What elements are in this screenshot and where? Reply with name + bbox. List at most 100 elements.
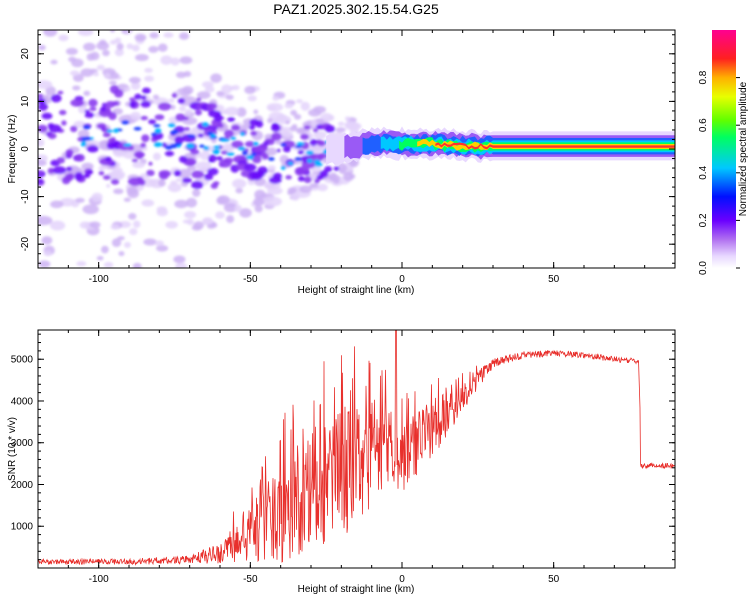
- spectral-blob-faint: [309, 173, 319, 179]
- spectral-blob-strong: [154, 128, 162, 134]
- snr-ylabel: SNR (10 * v/v): [7, 417, 18, 481]
- spectral-blob-mid: [58, 109, 67, 116]
- spectral-blob-strong: [287, 161, 294, 166]
- spectral-blob-faint: [276, 114, 288, 122]
- spectral-blob-faint: [157, 43, 168, 52]
- y-tick-label: 20: [20, 48, 31, 60]
- spectral-blob-faint: [253, 198, 265, 207]
- spectral-blob-faint: [43, 250, 52, 257]
- spectral-blob-strong: [199, 144, 205, 148]
- spectral-blob-faint: [106, 183, 111, 188]
- colorbar-tick-label: 0.6: [698, 118, 709, 132]
- spectral-blob-faint: [38, 138, 45, 147]
- spectral-blob-faint: [135, 54, 149, 62]
- spectral-blob-faint: [116, 42, 124, 50]
- spectral-blob-faint: [101, 245, 109, 254]
- spectral-blob-faint: [254, 189, 266, 200]
- spectral-blob-mid: [177, 98, 186, 104]
- spectral-blob-faint: [152, 94, 160, 100]
- spectral-blob-faint: [152, 152, 161, 161]
- spectral-blob-faint: [102, 49, 110, 57]
- spectral-blob-faint: [86, 53, 95, 61]
- spectral-blob-mid: [38, 179, 43, 184]
- spectral-blob-faint: [165, 220, 178, 229]
- spectral-blob-faint: [167, 182, 182, 193]
- spectral-blob-strong: [185, 143, 195, 149]
- spectral-blob-faint: [110, 30, 115, 33]
- spectral-blob-faint: [38, 160, 47, 167]
- x-tick-label: -50: [243, 274, 258, 285]
- snr-frame: [37, 329, 676, 569]
- spectral-blob-faint: [300, 101, 310, 111]
- spectral-blob-faint: [96, 256, 104, 261]
- spectral-blob-mid: [324, 166, 333, 173]
- spectral-blob-faint: [126, 30, 134, 33]
- spectral-blob-mid: [164, 150, 175, 157]
- spectral-blob-mid: [248, 171, 261, 179]
- spectral-blob-strong: [202, 122, 209, 127]
- spectral-blob-mid: [262, 153, 269, 160]
- spectral-blob-mid: [281, 140, 296, 149]
- spectral-blob-faint: [175, 71, 187, 79]
- spectral-blob-strong: [280, 143, 287, 147]
- spectral-blob-faint: [215, 211, 225, 219]
- spectral-blob-strong: [242, 150, 249, 156]
- spectral-blob-mid: [74, 172, 84, 181]
- spectral-blob-faint: [96, 64, 105, 71]
- spectral-blob-faint: [232, 178, 247, 189]
- spectral-blob-mid: [141, 134, 150, 143]
- spectral-blob-mid: [253, 147, 262, 153]
- spectral-blob-strong: [121, 120, 130, 125]
- spectral-blob-mid: [231, 124, 241, 131]
- spectral-blob-faint: [128, 213, 137, 220]
- spectral-blob-faint: [299, 185, 312, 194]
- spectral-blob-faint: [183, 70, 192, 78]
- snr-ticks: -100 -50 0 50 1000 2000 3000 4000 5000: [11, 330, 676, 585]
- spectral-blob-mid: [102, 175, 111, 180]
- spectral-blob-faint: [130, 111, 141, 121]
- spectral-blob-faint: [109, 39, 117, 45]
- spectral-blob-mid: [194, 109, 202, 116]
- spectral-blob-mid: [74, 154, 85, 162]
- spectral-blob-mid: [300, 133, 310, 140]
- spectral-blob-strong: [294, 145, 303, 149]
- spectral-blob-faint: [38, 260, 51, 268]
- spectral-blob-faint: [187, 218, 194, 226]
- spectral-blob-faint: [46, 99, 52, 104]
- spectral-blob-faint: [76, 261, 87, 267]
- spectral-blob-faint: [232, 84, 240, 91]
- spectral-blob-faint: [38, 44, 46, 51]
- spectral-blob-strong: [220, 138, 230, 143]
- spectral-blob-mid: [98, 170, 105, 176]
- spectral-blob-mid: [216, 156, 223, 161]
- spectral-blob-mid: [96, 123, 107, 130]
- colorbar: 0.0 0.2 0.4 0.6 0.8 Normalized spectral ampl…: [698, 30, 749, 275]
- spectral-blob-strong: [207, 131, 213, 136]
- spectral-blob-faint: [272, 95, 280, 101]
- spectral-blob-strong: [133, 126, 142, 131]
- y-tick-label: 2000: [11, 480, 34, 491]
- y-tick-label: 10: [20, 95, 31, 107]
- spectral-blob-faint: [126, 43, 134, 50]
- spectral-blob-faint: [235, 187, 243, 194]
- spectral-blob-mid: [158, 171, 169, 180]
- x-tick-label: 0: [399, 274, 405, 285]
- spectral-blob-mid: [303, 176, 312, 184]
- spectral-blob-faint: [112, 167, 123, 174]
- spectral-blob-mid: [196, 97, 202, 102]
- y-tick-label: -10: [20, 189, 31, 204]
- spectral-blob-faint: [179, 105, 186, 112]
- spectral-blob-faint: [117, 236, 125, 241]
- spectral-blob-faint: [179, 32, 190, 40]
- spectral-blob-faint: [113, 188, 124, 195]
- spectral-blob-mid: [56, 157, 66, 164]
- spectral-blobs: [38, 30, 364, 268]
- spectral-blob-mid: [140, 100, 151, 108]
- spectral-blob-mid: [109, 85, 119, 94]
- spectral-blob-mid: [186, 161, 194, 166]
- spectral-blob-faint: [290, 109, 298, 116]
- spectral-blob-strong: [84, 136, 91, 141]
- spectral-blob-faint: [192, 188, 201, 197]
